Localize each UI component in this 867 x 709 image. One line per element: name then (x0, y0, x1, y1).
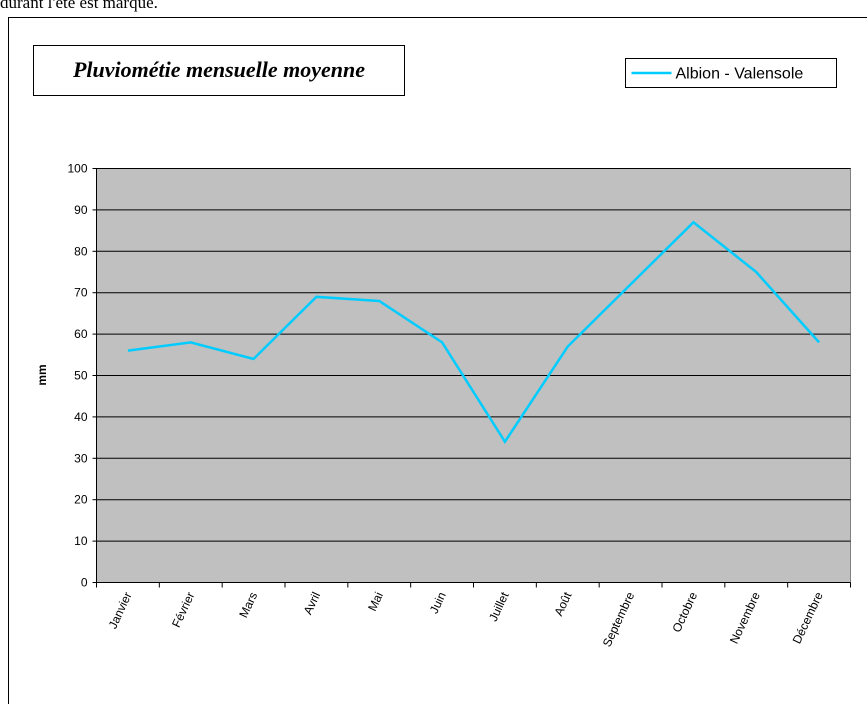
y-tick-label: 50 (74, 369, 88, 383)
y-axis-label: mm (35, 364, 49, 385)
y-tick-label: 10 (74, 534, 88, 548)
y-tick-label: 20 (74, 493, 88, 507)
y-tick-label: 40 (74, 410, 88, 424)
chart-title: Pluviométie mensuelle moyenne (72, 57, 365, 82)
y-tick-label: 100 (67, 162, 87, 176)
y-tick-label: 80 (74, 244, 88, 258)
caption: durant l'été est marqué. (0, 0, 158, 12)
y-tick-label: 30 (74, 451, 88, 465)
legend-label: Albion - Valensole (676, 66, 804, 83)
y-tick-label: 90 (74, 203, 88, 217)
y-tick-label: 70 (74, 286, 88, 300)
y-tick-label: 0 (81, 576, 88, 590)
y-tick-label: 60 (74, 327, 88, 341)
